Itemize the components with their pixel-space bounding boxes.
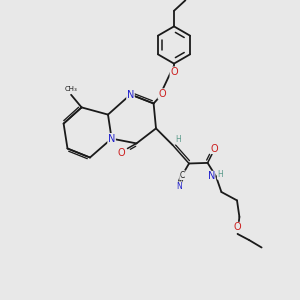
Text: O: O	[210, 143, 218, 154]
Text: O: O	[170, 67, 178, 77]
Text: N: N	[176, 182, 182, 191]
Text: H: H	[217, 170, 223, 179]
Text: H: H	[175, 135, 181, 144]
Text: O: O	[118, 148, 125, 158]
Text: C: C	[180, 171, 185, 180]
Text: N: N	[108, 134, 115, 144]
Text: N: N	[208, 171, 215, 182]
Text: O: O	[234, 222, 242, 233]
Text: N: N	[127, 89, 134, 100]
Text: O: O	[158, 89, 166, 99]
Text: CH₃: CH₃	[65, 86, 77, 92]
